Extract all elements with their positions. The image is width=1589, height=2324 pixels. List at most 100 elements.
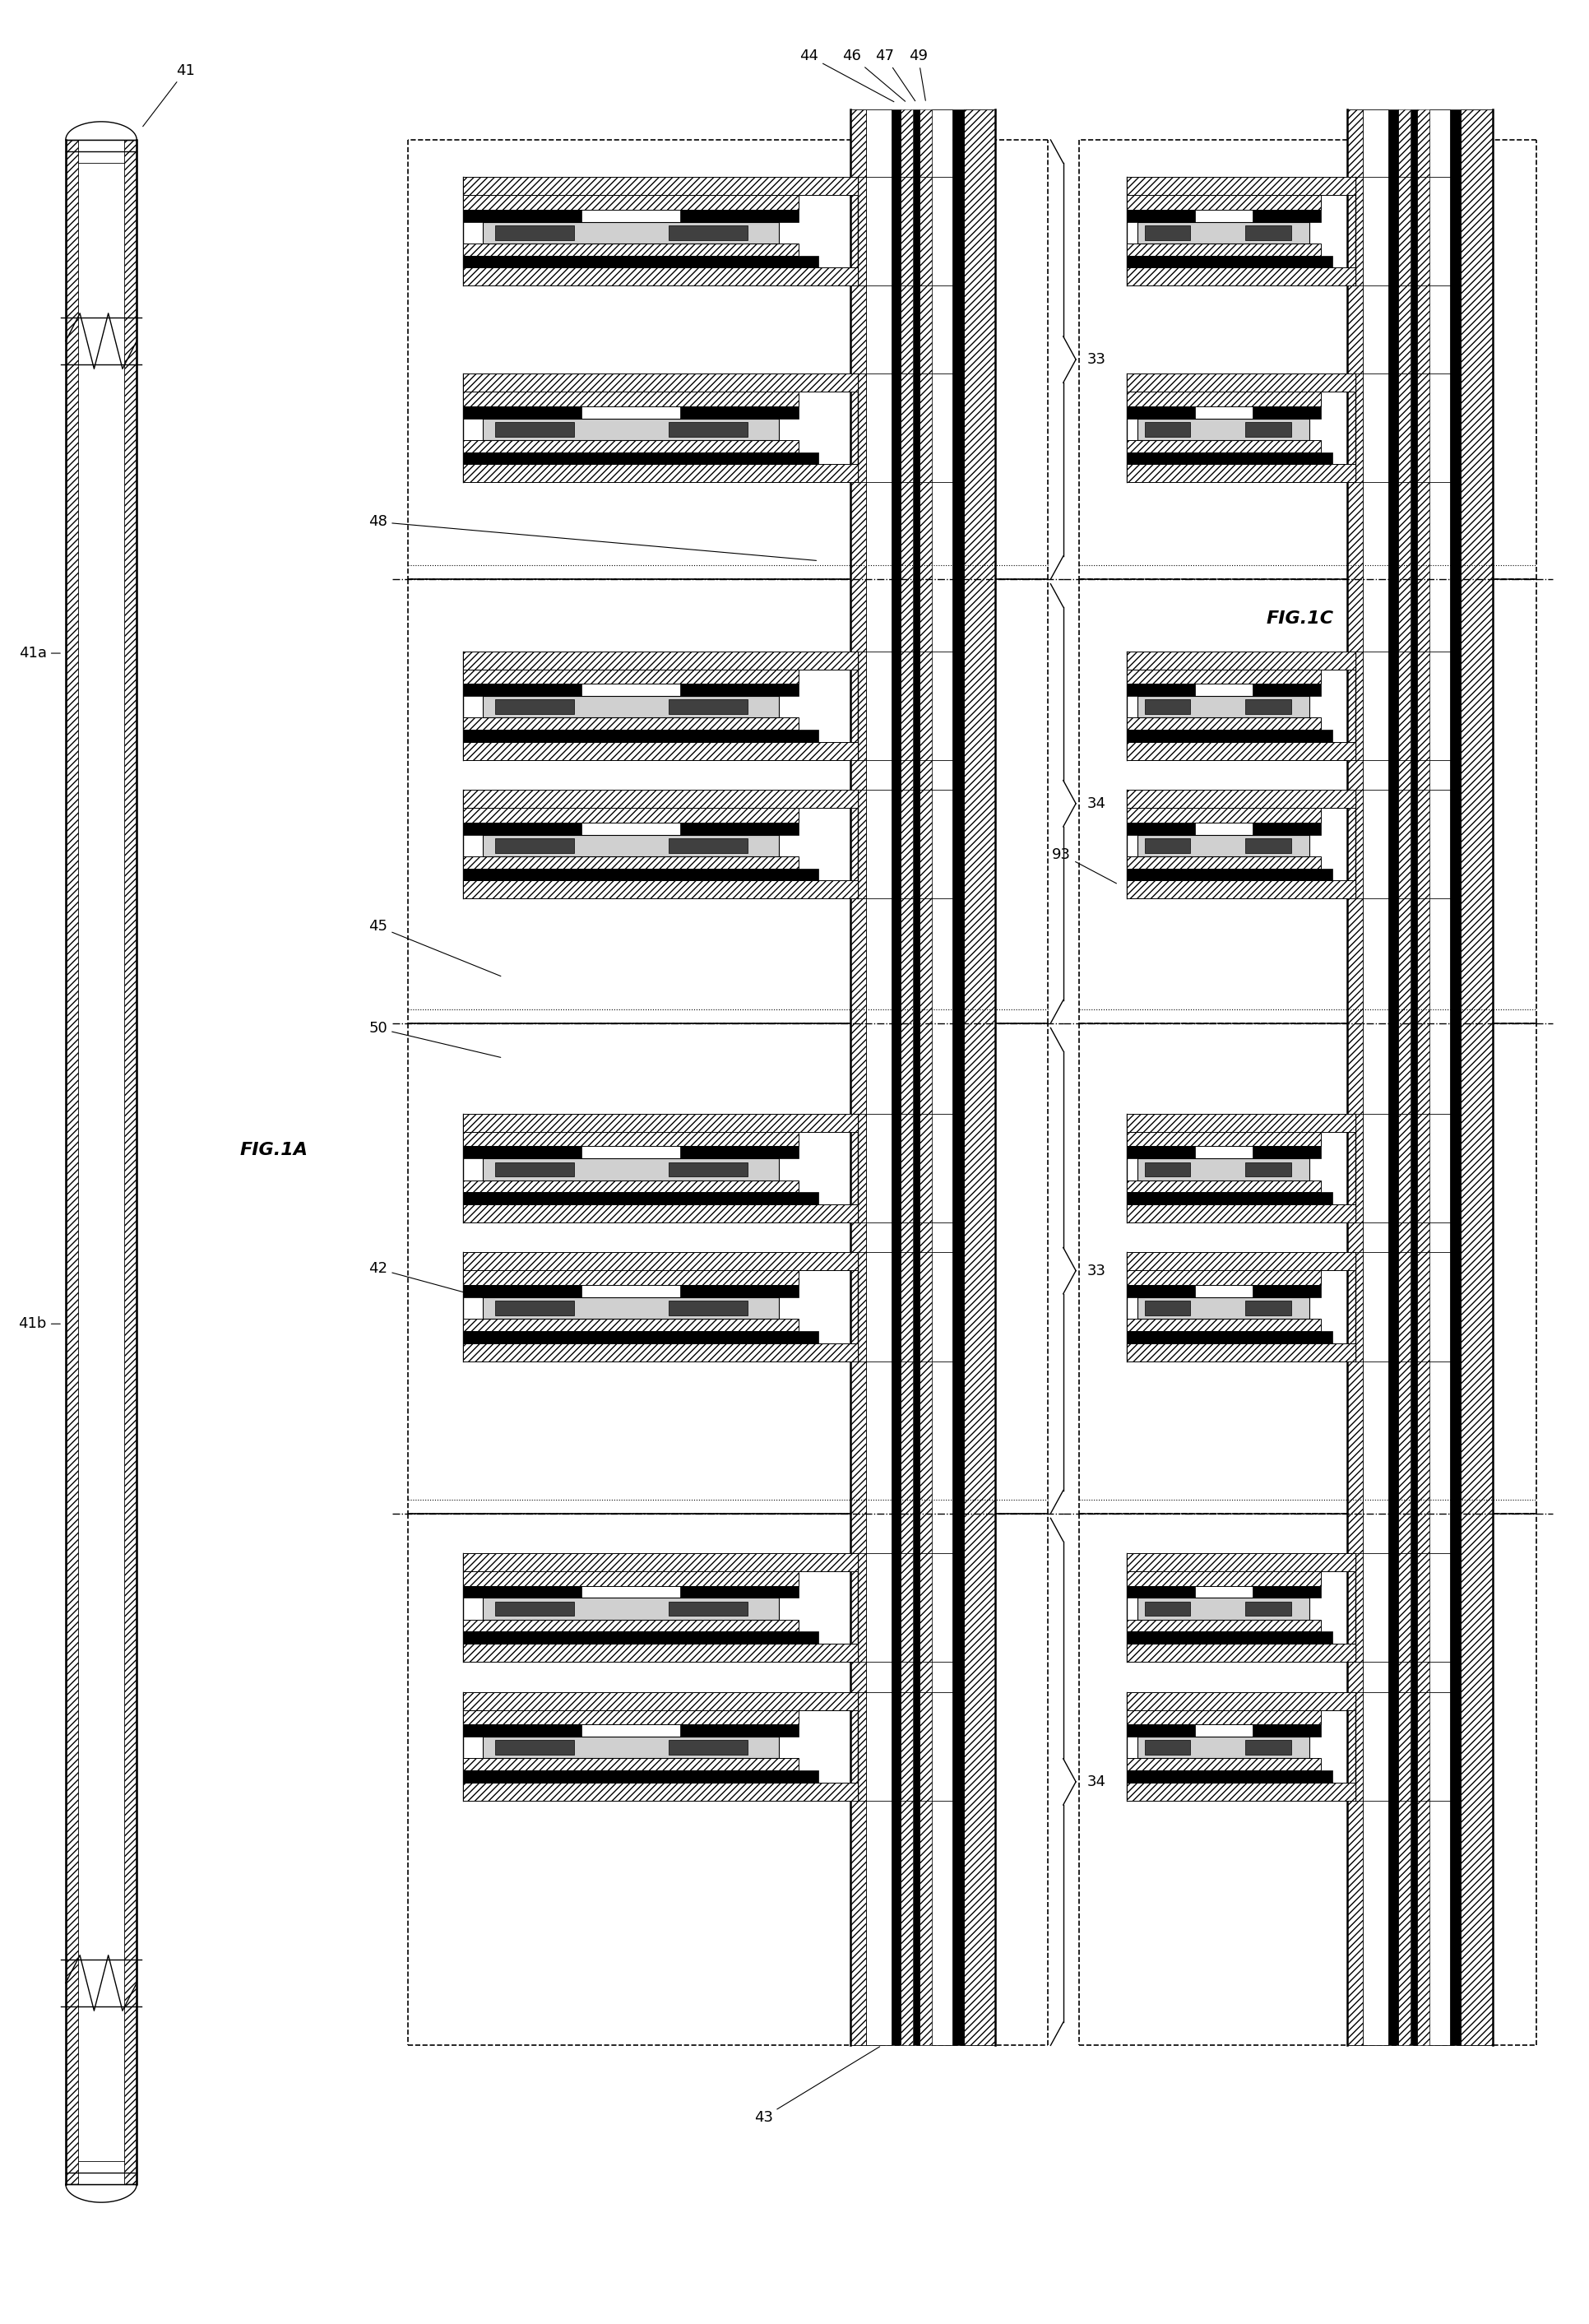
Bar — [1144, 1301, 1190, 1315]
Bar — [1125, 881, 1354, 899]
Bar — [1138, 1599, 1309, 1620]
Bar — [1125, 1759, 1320, 1771]
Text: 33: 33 — [1087, 1264, 1106, 1278]
Text: FIG.1B: FIG.1B — [690, 1153, 758, 1171]
Bar — [1125, 177, 1354, 195]
Bar — [464, 1552, 858, 1571]
Bar — [464, 439, 798, 453]
Bar — [464, 1343, 858, 1362]
Bar — [1125, 1692, 1354, 1710]
Bar — [1144, 1741, 1190, 1755]
Bar — [1125, 823, 1195, 834]
Bar — [464, 465, 858, 483]
Bar — [1125, 1771, 1332, 1783]
Bar — [464, 374, 858, 393]
Bar — [464, 1759, 798, 1771]
Bar — [1125, 1631, 1332, 1643]
Bar — [680, 683, 798, 695]
Bar — [464, 1320, 798, 1332]
Bar — [483, 221, 779, 244]
Bar — [494, 1741, 574, 1755]
Bar — [464, 1724, 582, 1736]
Bar — [464, 869, 818, 881]
Bar — [1244, 1301, 1290, 1315]
Bar — [680, 407, 798, 418]
Bar — [1125, 1146, 1195, 1157]
Bar — [1346, 109, 1362, 2045]
Bar — [901, 109, 912, 2045]
Bar — [680, 1285, 798, 1297]
Bar — [680, 1146, 798, 1157]
Bar — [494, 225, 574, 239]
Bar — [464, 407, 582, 418]
Bar — [1125, 407, 1195, 418]
Bar — [1144, 225, 1190, 239]
Bar — [1138, 695, 1309, 718]
Bar — [483, 418, 779, 439]
Bar — [1125, 1320, 1320, 1332]
Bar — [1138, 221, 1309, 244]
Bar — [1125, 855, 1320, 869]
Bar — [680, 1724, 798, 1736]
Bar — [464, 823, 582, 834]
Bar — [1244, 1741, 1290, 1755]
Bar — [1125, 1552, 1354, 1571]
Bar — [1244, 700, 1290, 713]
Bar — [1125, 1710, 1320, 1724]
Text: FIG.1A: FIG.1A — [240, 1141, 308, 1160]
Bar — [1138, 418, 1309, 439]
Bar — [1138, 1157, 1309, 1181]
Bar — [669, 1162, 747, 1176]
Bar — [464, 651, 858, 669]
Bar — [483, 834, 779, 855]
Bar — [464, 669, 798, 683]
Bar — [1125, 683, 1195, 695]
Bar — [952, 109, 963, 2045]
Bar — [680, 209, 798, 221]
Bar — [1125, 453, 1332, 465]
Bar — [963, 109, 995, 2045]
Bar — [1416, 109, 1429, 2045]
Bar — [1252, 1285, 1320, 1297]
Bar — [669, 423, 747, 437]
Bar — [669, 1601, 747, 1615]
Bar — [1252, 407, 1320, 418]
Bar — [464, 1146, 582, 1157]
Bar — [669, 700, 747, 713]
Bar — [464, 1620, 798, 1631]
Bar — [464, 195, 798, 209]
Bar — [1125, 267, 1354, 286]
Bar — [1252, 1146, 1320, 1157]
Bar — [1429, 109, 1449, 2045]
Text: 46: 46 — [842, 49, 904, 102]
Bar — [464, 718, 798, 730]
Bar — [1125, 1181, 1320, 1192]
Bar — [65, 139, 137, 2185]
Bar — [1125, 718, 1320, 730]
Bar — [464, 393, 798, 407]
Bar — [464, 1643, 858, 1662]
Bar — [464, 1710, 798, 1724]
Bar — [1387, 109, 1397, 2045]
Bar — [669, 839, 747, 853]
Bar — [1125, 1204, 1354, 1222]
Bar — [494, 700, 574, 713]
Bar — [464, 881, 858, 899]
Bar — [494, 423, 574, 437]
Bar — [483, 1736, 779, 1759]
Bar — [1125, 1113, 1354, 1132]
Bar — [464, 1585, 582, 1599]
Bar — [1144, 700, 1190, 713]
Bar — [1138, 1736, 1309, 1759]
Bar — [1144, 1162, 1190, 1176]
Bar — [1244, 839, 1290, 853]
Bar — [464, 809, 798, 823]
Text: 44: 44 — [799, 49, 893, 102]
Bar — [464, 1113, 858, 1132]
Bar — [464, 244, 798, 256]
Bar — [680, 823, 798, 834]
Bar — [1125, 244, 1320, 256]
Bar — [464, 1771, 818, 1783]
Bar — [1244, 1162, 1290, 1176]
Bar — [1138, 834, 1309, 855]
